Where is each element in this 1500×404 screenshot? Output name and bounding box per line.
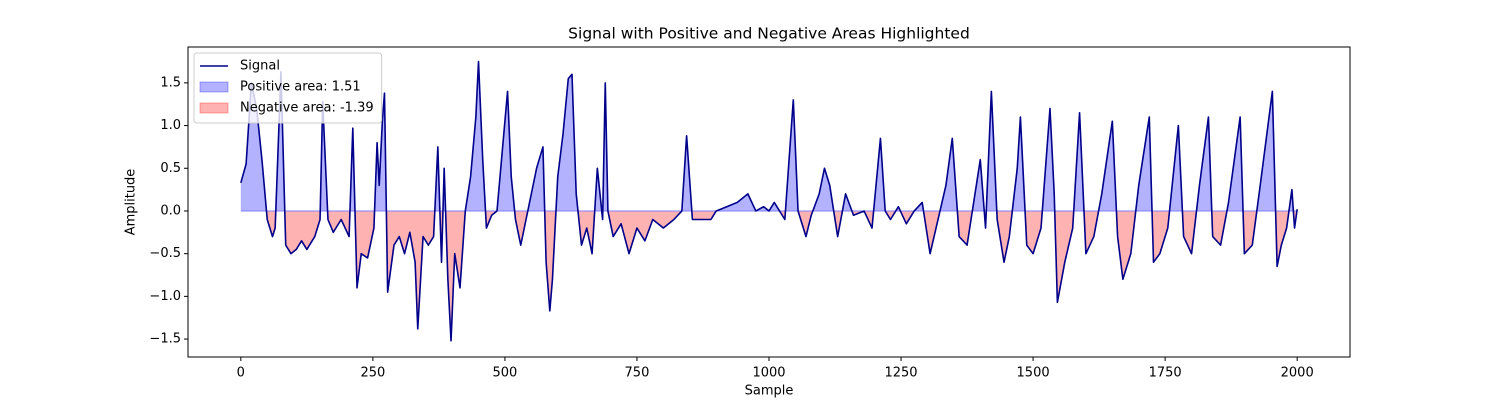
- x-tick-label: 0: [237, 366, 245, 381]
- area-fill: [240, 210, 1298, 341]
- legend-box: [193, 52, 383, 124]
- x-tick-label: 1750: [1149, 366, 1182, 381]
- legend-swatch: [199, 102, 229, 114]
- legend-label: Negative area: -1.39: [240, 101, 374, 116]
- x-axis-label: Sample: [745, 384, 794, 399]
- chart-title: Signal with Positive and Negative Areas …: [568, 25, 970, 43]
- x-tick-label: 2000: [1281, 366, 1314, 381]
- x-tick-label: 250: [360, 366, 385, 381]
- x-tick-label: 1250: [884, 366, 917, 381]
- y-tick-label: 0.0: [160, 203, 181, 218]
- y-tick-label: 1.0: [160, 118, 181, 133]
- legend-label: Signal: [240, 59, 280, 74]
- y-axis-label: Amplitude: [124, 169, 139, 236]
- x-tick-label: 500: [492, 366, 517, 381]
- plot-frame: [187, 46, 1351, 358]
- x-tick-label: 750: [625, 366, 650, 381]
- y-tick-label: −1.0: [149, 289, 181, 304]
- signal-line: [240, 60, 1298, 342]
- x-tick-label: 1500: [1017, 366, 1050, 381]
- y-tick-label: −1.5: [149, 332, 181, 347]
- legend: Signal Positive area: 1.51 Negative area: …: [193, 52, 383, 124]
- y-tick-label: −0.5: [149, 246, 181, 261]
- x-tick-label: 1000: [752, 366, 785, 381]
- legend-swatch: [199, 81, 229, 93]
- area-fill: [240, 61, 1298, 211]
- y-tick-label: 1.5: [160, 75, 181, 90]
- y-tick-label: 0.5: [160, 161, 181, 176]
- legend-label: Positive area: 1.51: [240, 80, 361, 95]
